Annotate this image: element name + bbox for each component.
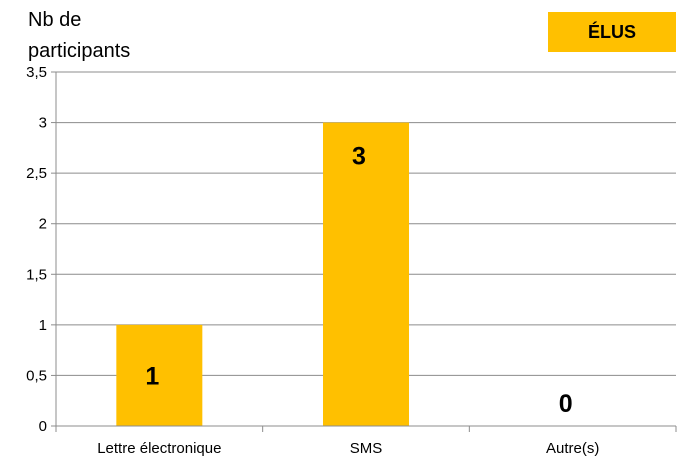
y-tick-label: 1,5	[26, 266, 47, 283]
axes: 0 0,5 1 1,5 2 2,5 3 3,5 Lettre électronique SMS Au…	[26, 64, 677, 457]
data-label: 3	[352, 143, 366, 171]
y-tick-label: 2	[39, 216, 47, 233]
legend-swatch	[548, 12, 676, 52]
x-category-label: SMS	[350, 440, 383, 457]
data-label: 1	[145, 362, 159, 390]
y-axis-label-line2: participants	[28, 40, 130, 62]
data-labels: 1 3 0	[145, 143, 572, 418]
bar	[116, 324, 203, 426]
y-tick-label: 2,5	[26, 165, 47, 182]
x-category-label: Lettre électronique	[97, 440, 221, 457]
y-tick-label: 0,5	[26, 367, 47, 384]
y-tick-label: 3	[39, 115, 47, 132]
bar	[323, 122, 409, 427]
y-axis-label-line1: Nb de	[28, 9, 81, 31]
bars	[116, 122, 409, 427]
y-tick-label: 3,5	[26, 64, 47, 81]
y-tick-label: 0	[39, 418, 47, 435]
y-tick-label: 1	[39, 317, 47, 334]
data-label: 0	[559, 390, 573, 418]
x-category-label: Autre(s)	[546, 440, 599, 457]
legend: ÉLUS	[548, 12, 676, 52]
legend-label: ÉLUS	[588, 21, 636, 42]
